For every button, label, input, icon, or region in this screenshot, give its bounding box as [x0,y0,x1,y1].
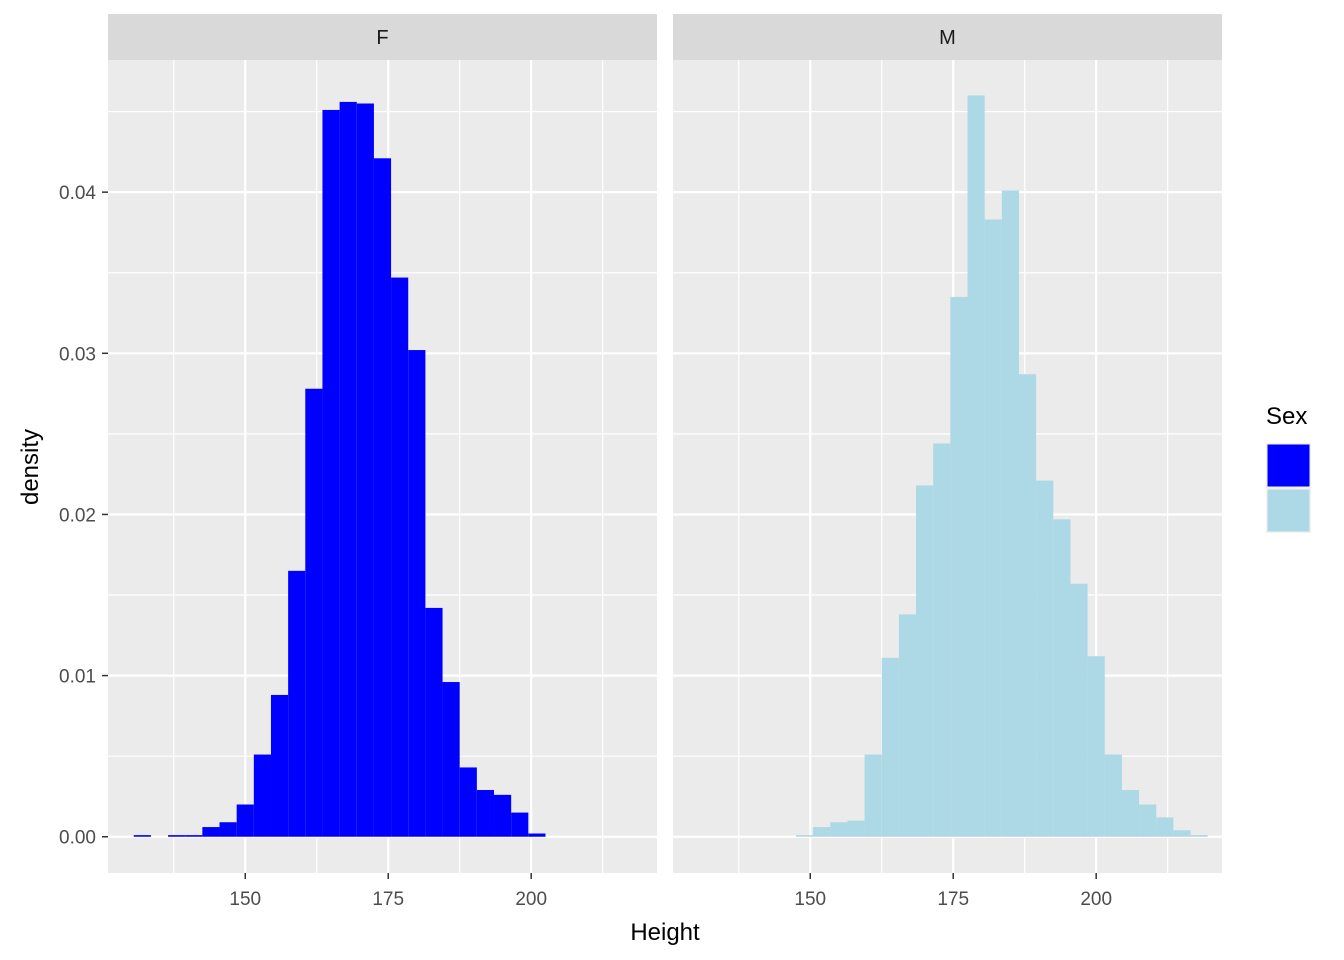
histogram-bar [305,388,323,837]
facet-strip [108,14,657,60]
histogram-bar [898,614,917,837]
histogram-bar [933,443,951,837]
histogram-bar [459,767,477,837]
histogram-bar [1190,835,1208,837]
histogram-bar [133,835,151,837]
histogram-bar [795,835,814,837]
histogram-bar [373,158,392,837]
histogram-bar [1121,790,1140,837]
x-tick-label: 200 [515,889,547,910]
facet-strip [673,14,1222,60]
facet-strip-label: M [939,27,956,49]
histogram-bar [236,804,254,837]
y-axis-title: density [17,429,44,505]
histogram-bar [847,820,865,837]
histogram-bar [425,607,443,837]
histogram-bar [864,754,882,837]
histogram-bar [219,822,237,837]
histogram-bar [881,657,899,837]
legend-key-m [1267,489,1310,532]
histogram-bar [185,835,203,837]
histogram-bar [984,219,1002,837]
histogram-bar [339,101,357,837]
histogram-bar [511,812,529,837]
histogram-bar [1036,480,1054,837]
histogram-bar [1087,656,1105,837]
x-tick-label: 175 [937,889,969,910]
y-tick-label: 0.03 [59,344,96,365]
histogram-bar [270,694,289,837]
histogram-bar [253,754,271,837]
facet-panel-f: F 150 175 200 [108,14,657,910]
legend-key-f [1267,444,1310,487]
x-axis-title: Height [630,919,700,946]
histogram-bar [1104,754,1122,837]
histogram-bar [168,835,186,837]
histogram-bar [476,790,495,837]
histogram-bar [1156,817,1174,837]
histogram-bar [442,682,460,837]
y-tick-label: 0.01 [59,667,96,688]
x-tick-label: 200 [1080,889,1112,910]
histogram-bar [813,827,831,837]
histogram-bar [1173,830,1191,837]
histogram-bar [1053,519,1071,837]
legend-title: Sex [1266,403,1307,430]
histogram-bar [391,277,409,837]
histogram-bar [356,103,374,837]
histogram-bar [1018,374,1037,837]
histogram-bar [202,827,220,837]
x-tick-label: 175 [372,889,404,910]
histogram-bar [322,109,340,837]
x-tick-label: 150 [229,889,261,910]
histogram-bar [528,833,546,837]
histogram-bar [288,570,306,837]
facet-panel-m: M 150 175 200 [673,14,1222,910]
y-tick-label: 0.02 [59,505,96,526]
histogram-bar [494,794,512,837]
facet-strip-label: F [376,27,388,49]
y-tick-label: 0.04 [59,183,96,204]
legend: Sex [1266,403,1311,533]
histogram-bar [950,296,968,837]
histogram-bar [1139,804,1157,837]
histogram-bar [916,485,934,837]
histogram-bar [1001,190,1019,837]
histogram-bar [1070,583,1088,837]
histogram-bar [967,95,985,837]
histogram-bar [830,822,848,837]
histogram-bar [408,350,426,837]
x-tick-label: 150 [794,889,826,910]
y-tick-label: 0.00 [59,828,96,849]
